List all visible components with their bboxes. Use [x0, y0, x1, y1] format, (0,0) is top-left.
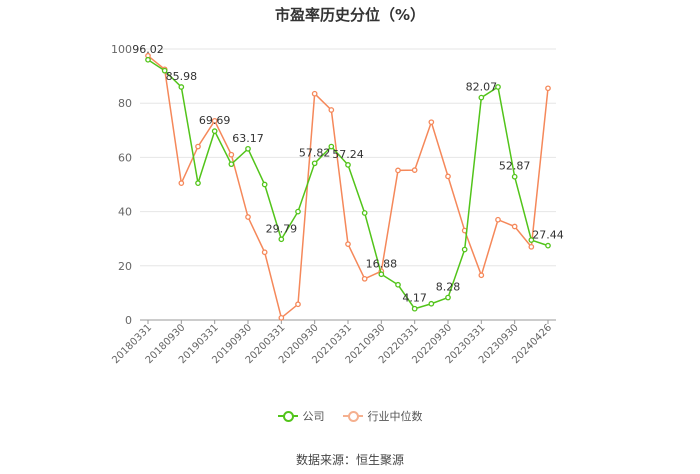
data-point	[278, 314, 285, 321]
data-label: 29.79	[266, 222, 298, 235]
data-point	[311, 90, 318, 97]
data-label: 85.98	[166, 70, 198, 83]
legend: 公司 行业中位数	[0, 408, 700, 424]
y-tick-label: 60	[118, 151, 132, 164]
data-point	[228, 161, 235, 168]
data-point	[311, 160, 318, 167]
series-line	[147, 55, 549, 320]
data-label: 8.28	[436, 281, 461, 294]
data-point	[428, 300, 435, 307]
data-label: 69.69	[199, 114, 231, 127]
data-point	[411, 305, 418, 312]
data-point	[478, 272, 485, 279]
legend-swatch-company	[277, 411, 298, 422]
data-point	[211, 128, 218, 134]
data-point	[295, 208, 301, 215]
data-point	[445, 173, 451, 180]
y-tick-label: 100	[111, 43, 132, 56]
data-label: 4.17	[402, 292, 427, 305]
data-label: 52.87	[499, 160, 531, 173]
data-point	[428, 119, 435, 126]
data-point	[345, 241, 351, 247]
data-point	[395, 281, 401, 288]
series-line	[147, 59, 549, 310]
data-point	[161, 67, 168, 74]
data-label: 82.07	[466, 81, 498, 94]
legend-label-industry-median: 行业中位数	[367, 410, 423, 423]
data-point	[295, 301, 301, 308]
data-label: 27.44	[532, 229, 564, 242]
data-point	[178, 180, 185, 186]
data-point	[245, 145, 251, 152]
data-point	[478, 94, 485, 101]
data-label: 57.24	[332, 148, 364, 161]
data-point	[528, 243, 535, 250]
data-point	[495, 216, 501, 223]
chart-title: 市盈率历史分位（%）	[274, 6, 426, 24]
data-point	[411, 167, 418, 173]
data-point	[528, 237, 535, 243]
data-label: 57.82	[299, 146, 331, 159]
legend-item-industry-median[interactable]: 行业中位数	[342, 408, 423, 424]
source-note: 数据来源：恒生聚源	[295, 453, 404, 467]
data-label: 16.88	[366, 257, 398, 270]
legend-item-company[interactable]: 公司	[277, 408, 325, 424]
data-point	[511, 223, 518, 230]
data-point	[495, 84, 501, 90]
data-point	[145, 56, 151, 63]
data-point	[278, 236, 285, 243]
data-point	[228, 151, 235, 158]
legend-label-company: 公司	[302, 410, 325, 423]
y-tick-label: 40	[118, 206, 132, 219]
data-point	[328, 107, 335, 113]
data-point	[328, 143, 335, 150]
data-point	[178, 84, 185, 90]
data-point	[261, 181, 268, 188]
data-point	[378, 271, 385, 278]
data-point	[461, 246, 468, 253]
data-point	[395, 167, 401, 174]
data-point	[511, 173, 518, 180]
data-point	[245, 214, 251, 220]
data-point	[345, 162, 351, 168]
data-label: 63.17	[232, 132, 264, 145]
y-tick-label: 20	[118, 260, 132, 273]
data-label: 96.02	[132, 43, 164, 56]
y-tick-label: 0	[125, 314, 132, 327]
data-point	[445, 294, 451, 301]
data-point	[361, 210, 368, 216]
data-point	[361, 275, 368, 282]
data-point	[211, 117, 218, 124]
data-point	[545, 85, 551, 92]
legend-swatch-industry-median	[342, 411, 363, 422]
y-tick-label: 80	[118, 97, 132, 110]
data-point	[195, 143, 201, 150]
data-point	[261, 249, 268, 256]
data-point	[545, 242, 551, 249]
data-point	[195, 180, 201, 186]
